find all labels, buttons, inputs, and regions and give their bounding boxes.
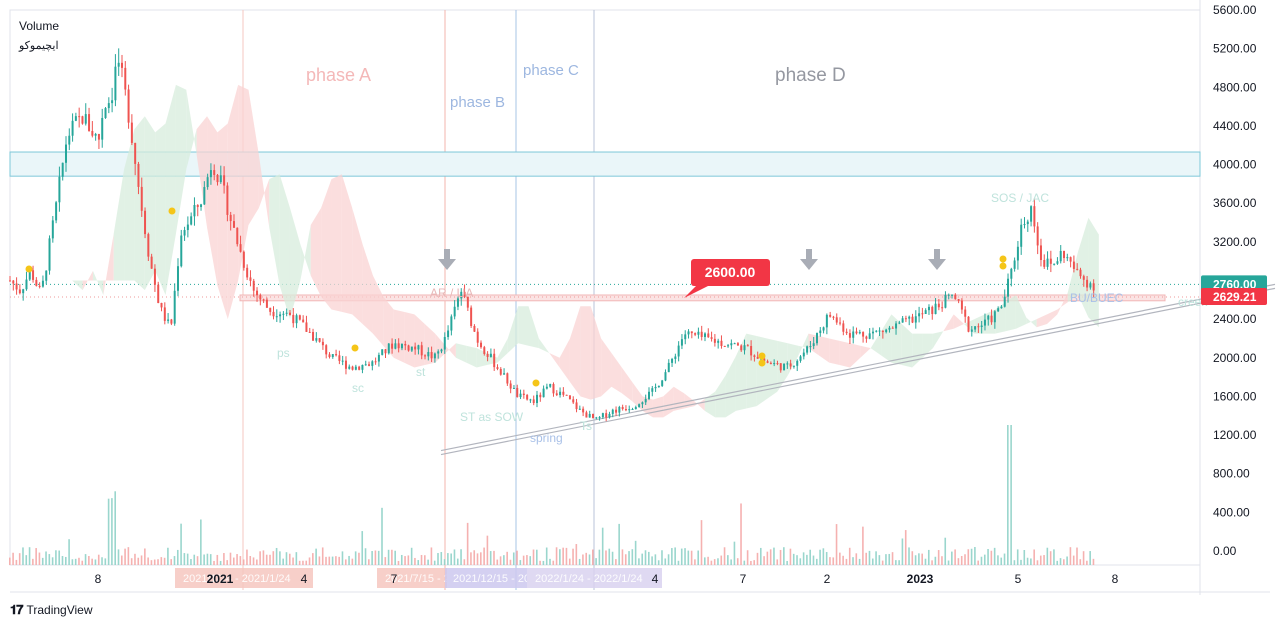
y-tick-label: 3600.00 <box>1213 196 1257 210</box>
wyckoff-label-9: creek <box>1178 295 1208 309</box>
signal-dot <box>999 262 1007 270</box>
wyckoff-label-6: Ts <box>580 419 592 433</box>
support-trendline-2 <box>440 287 1276 456</box>
volume-bars <box>9 425 1095 565</box>
wyckoff-label-0: ps <box>277 346 290 360</box>
y-tick-label: 4800.00 <box>1213 80 1257 94</box>
candles <box>9 48 1095 422</box>
wyckoff-label-5: spring <box>530 431 563 445</box>
indicator-title: Volume <box>19 19 60 33</box>
x-tick-label: 8 <box>1112 572 1119 586</box>
signal-dot <box>758 359 766 367</box>
indicator-subtitle: ایچیموکو <box>19 40 59 52</box>
price-callout: 2600.00 <box>684 259 770 298</box>
date-range-label-0: 2021/1/24 - 2021/1/24 <box>183 573 291 585</box>
x-tick-label: 2023 <box>907 572 934 586</box>
date-range-band-3 <box>527 568 662 588</box>
y-tick-label: 5600.00 <box>1213 3 1257 17</box>
signal-dot <box>532 379 540 387</box>
wyckoff-label-4: ST as SOW <box>460 410 524 424</box>
plot-area <box>9 9 1201 566</box>
wyckoff-label-3: st <box>416 365 426 379</box>
brand-name: TradingView <box>26 603 93 617</box>
y-tick-label: 4000.00 <box>1213 158 1257 172</box>
wyckoff-label-7: SOS / JAC <box>991 191 1049 205</box>
ichimoku-cloud <box>72 84 1099 418</box>
y-tick-label: 4400.00 <box>1213 119 1257 133</box>
x-tick-label: 2021 <box>207 572 234 586</box>
last-price-label: 2760.00 <box>1213 277 1257 291</box>
footer: 𝟏𝟕 TradingView <box>10 602 93 618</box>
y-tick-label: 2000.00 <box>1213 351 1257 365</box>
x-tick-label: 4 <box>301 572 308 586</box>
signal-dot <box>25 265 33 273</box>
signal-dot <box>351 344 359 352</box>
signal-dot <box>758 352 766 360</box>
phase-label-0: phase A <box>306 65 371 85</box>
y-tick-label: 1600.00 <box>1213 389 1257 403</box>
date-range-label-3: 2022/1/24 - 2022/1/24 <box>535 573 643 585</box>
tradingview-logo-icon: 𝟏𝟕 <box>10 602 24 617</box>
phase-label-2: phase C <box>523 62 579 79</box>
y-tick-label: 0.00 <box>1213 544 1237 558</box>
x-tick-label: 5 <box>1015 572 1022 586</box>
y-tick-label: 5200.00 <box>1213 42 1257 56</box>
callout-label: 2600.00 <box>705 264 756 280</box>
y-tick-label: 2400.00 <box>1213 312 1257 326</box>
down-arrow-icon <box>928 249 946 270</box>
phase-label-3: phase D <box>775 65 846 86</box>
date-range-band-0 <box>175 568 313 588</box>
x-tick-label: 8 <box>95 572 102 586</box>
signal-dot <box>168 207 176 215</box>
x-tick-label: 7 <box>740 572 747 586</box>
marked-price-badge <box>1201 288 1267 306</box>
y-tick-label: 800.00 <box>1213 467 1250 481</box>
x-tick-label: 7 <box>391 572 398 586</box>
marked-price-label: 2629.21 <box>1213 290 1257 304</box>
down-arrow-icon <box>800 249 818 270</box>
down-arrow-icon <box>438 249 456 270</box>
date-range-band-2 <box>445 568 527 588</box>
y-tick-label: 400.00 <box>1213 505 1250 519</box>
wyckoff-label-1: sc <box>352 381 364 395</box>
wyckoff-label-8: BU/BUEC <box>1070 291 1124 305</box>
date-range-band-1 <box>377 568 447 588</box>
phase-label-1: phase B <box>450 94 505 111</box>
x-tick-label: 2 <box>824 572 831 586</box>
support-band <box>239 294 1166 302</box>
y-tick-label: 1200.00 <box>1213 428 1257 442</box>
wyckoff-label-2: AR / UA <box>430 286 473 300</box>
support-trendline-1 <box>440 283 1276 452</box>
x-tick-label: 4 <box>652 572 659 586</box>
y-tick-label: 3200.00 <box>1213 235 1257 249</box>
signal-dot <box>999 255 1007 263</box>
